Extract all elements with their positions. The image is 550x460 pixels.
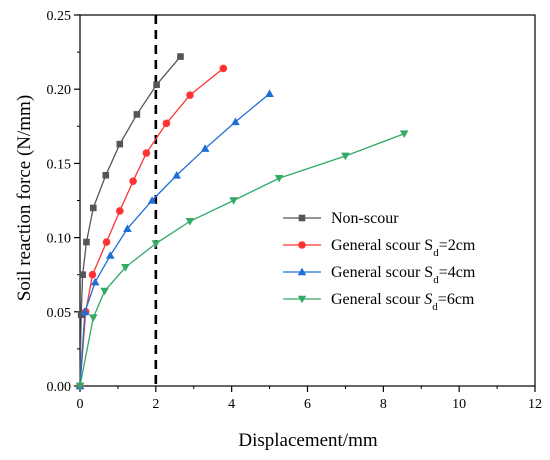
data-point [88,270,97,279]
y-tick-label: 0.00 [47,380,72,395]
axes: 0 2 4 6 8 10 12 0.00 0.05 0.10 0.15 0.20 0.25 [47,9,543,412]
data-point [123,224,132,232]
data-point [172,170,181,179]
data-point [229,197,238,205]
data-point [153,81,160,89]
data-point [88,314,98,323]
x-axis-title: Displacement/mm [238,430,378,451]
legend-label: General scour Sd=4cm [331,264,476,286]
x-tick-label: 10 [452,397,466,412]
data-point [83,238,90,246]
data-point [75,382,85,391]
data-point [79,271,86,278]
legend-marker [297,267,307,276]
x-tick-label: 8 [380,397,387,412]
data-point [100,287,109,296]
x-tick-label: 4 [228,397,235,412]
x-tick-label: 12 [528,397,542,412]
series-4 [75,130,409,391]
data-point [121,263,130,272]
data-point [90,277,100,286]
data-point [102,171,110,179]
data-point [341,152,350,161]
y-tick-label: 0.15 [47,157,72,172]
data-point [231,117,240,126]
y-tick-label: 0.10 [47,232,72,247]
data-point [399,130,409,139]
data-point [162,119,171,128]
data-point [177,53,184,60]
x-tick-label: 0 [77,397,84,412]
legend-marker [298,214,306,222]
legend-item-1: Non-scour [283,210,399,227]
legend-marker [297,295,307,304]
series-line [79,56,181,387]
legend-label: Non-scour [331,210,399,227]
data-point [185,217,195,226]
data-point [265,89,274,97]
x-tick-label: 6 [304,397,311,412]
data-point [116,140,124,148]
legend-label: General scour Sd=6cm [331,291,475,313]
data-point [147,196,157,204]
y-tick-label: 0.20 [47,83,72,98]
series-line [79,93,270,387]
data-point [89,204,97,212]
y-axis-title: Soil reaction force (N/mm) [14,95,35,301]
legend-marker [298,241,306,249]
y-tick-label: 0.05 [47,306,72,321]
series-line [79,133,405,387]
data-point [80,307,90,316]
series-1 [76,53,184,390]
data-point [116,207,124,215]
data-point [219,64,228,73]
legend-label: General scour Sd=2cm [331,237,476,259]
data-point [142,149,151,157]
series-layer [75,53,409,391]
data-point [200,144,210,152]
legend-item-3: General scour Sd=4cm [283,264,476,286]
data-point [102,238,111,246]
data-point [133,111,141,118]
plot-frame [79,14,536,387]
data-point [151,240,161,248]
legend-item-4: General scour Sd=6cm [283,291,475,313]
legend: Non-scour General scour Sd=2cm General sco… [283,210,476,313]
series-line [79,67,224,387]
legend-item-2: General scour Sd=2cm [283,237,476,259]
data-point [129,177,137,186]
data-point [274,174,284,183]
y-tick-label: 0.25 [47,9,72,24]
data-point [106,251,115,259]
x-tick-label: 2 [152,397,159,412]
data-point [186,91,194,99]
series-2 [76,64,228,390]
